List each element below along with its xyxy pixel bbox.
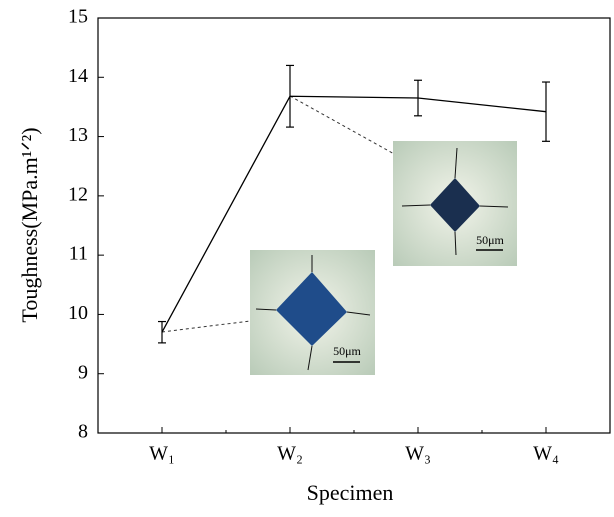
x-tick-label: W₄ bbox=[533, 443, 559, 465]
y-tick-label: 13 bbox=[68, 124, 88, 146]
data-line bbox=[161, 95, 547, 333]
x-tick-label: W₃ bbox=[405, 443, 431, 465]
inset-micrograph: 50μm bbox=[393, 141, 517, 266]
error-bar bbox=[414, 79, 422, 117]
x-tick-label: W₁ bbox=[149, 443, 175, 465]
x-tick-label: W₂ bbox=[277, 443, 303, 465]
x-axis-label: Specimen bbox=[307, 480, 394, 505]
y-tick-label: 9 bbox=[78, 361, 88, 383]
y-tick-label: 11 bbox=[69, 243, 88, 265]
connector bbox=[289, 95, 406, 161]
error-bar bbox=[286, 64, 294, 128]
connector bbox=[161, 319, 259, 333]
y-tick-label: 8 bbox=[78, 421, 88, 443]
scale-label: 50μm bbox=[476, 233, 504, 247]
y-tick-label: 10 bbox=[68, 302, 88, 324]
y-tick-label: 12 bbox=[68, 183, 88, 205]
scale-label: 50μm bbox=[333, 344, 361, 358]
y-tick-label: 14 bbox=[68, 65, 88, 87]
inset-micrograph: 50μm bbox=[250, 250, 375, 375]
y-axis-label: Toughness(MPa.m¹ᐟ²) bbox=[17, 127, 42, 322]
error-bar bbox=[542, 81, 550, 142]
y-tick-label: 15 bbox=[68, 6, 88, 28]
error-bar bbox=[158, 320, 166, 344]
